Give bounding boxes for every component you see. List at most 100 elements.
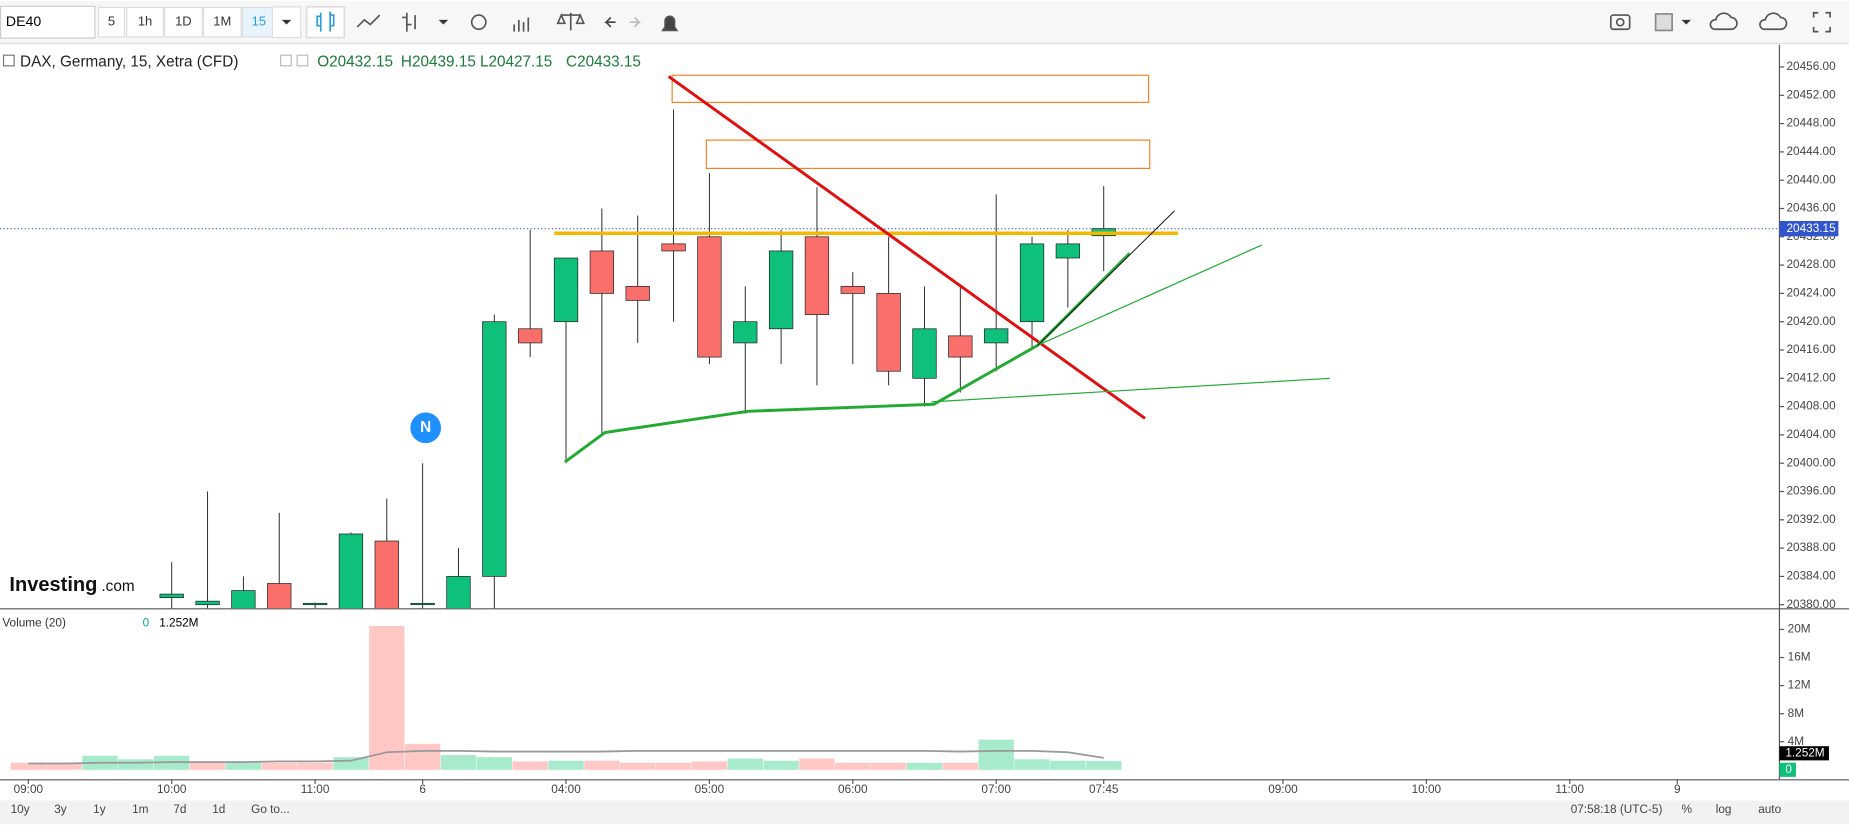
volume-pane bbox=[10, 625, 1122, 770]
zone-box[interactable] bbox=[671, 74, 1150, 103]
y-tick-label: 20444.00 bbox=[1787, 145, 1837, 158]
x-tick-label: 10:00 bbox=[157, 783, 187, 796]
scale-option[interactable]: log bbox=[1716, 803, 1732, 816]
volume-tick-label: 4M bbox=[1788, 735, 1804, 748]
volume-ma-line bbox=[28, 749, 1104, 765]
scale-option[interactable]: % bbox=[1682, 803, 1693, 816]
x-tick-label: 07:00 bbox=[981, 783, 1011, 796]
chart-title: DAX, Germany, 15, Xetra (CFD) bbox=[20, 53, 238, 70]
trend-line[interactable] bbox=[1037, 210, 1175, 346]
y-tick-label: 20380.00 bbox=[1787, 598, 1837, 611]
scale-option[interactable]: auto bbox=[1758, 803, 1781, 816]
volume-bar bbox=[655, 762, 692, 770]
y-tick-label: 20448.00 bbox=[1787, 117, 1837, 130]
candle-body bbox=[482, 321, 507, 577]
x-tick-label: 9 bbox=[1674, 783, 1681, 796]
y-tick-label: 20384.00 bbox=[1787, 570, 1837, 583]
y-tick-label: 20412.00 bbox=[1787, 371, 1837, 384]
volume-tick-label: 16M bbox=[1788, 651, 1811, 664]
x-tick-label: 11:00 bbox=[1555, 783, 1584, 796]
volume-bar bbox=[942, 762, 979, 770]
ma-tag-label: 0 bbox=[1785, 763, 1792, 776]
trend-line[interactable] bbox=[1037, 244, 1262, 346]
volume-bar bbox=[799, 758, 835, 770]
collapse-icon[interactable] bbox=[2, 54, 15, 67]
zone-box[interactable] bbox=[705, 139, 1151, 169]
candle-body bbox=[876, 293, 901, 372]
volume-bar bbox=[835, 762, 871, 770]
candle-body bbox=[589, 250, 615, 294]
y-tick-label: 20436.00 bbox=[1787, 202, 1837, 215]
x-tick-label: 6 bbox=[419, 783, 426, 796]
volume-bar bbox=[584, 760, 620, 770]
candle-body bbox=[768, 250, 794, 330]
support-line[interactable] bbox=[563, 252, 1131, 464]
ohlc-value: H20439.15 bbox=[401, 53, 476, 70]
candle-type-button[interactable] bbox=[305, 6, 346, 39]
symbol-input[interactable] bbox=[0, 5, 96, 39]
candle-body bbox=[553, 257, 579, 323]
y-tick-label: 20408.00 bbox=[1787, 400, 1837, 413]
interval-button[interactable] bbox=[241, 6, 276, 38]
volume-bar bbox=[297, 762, 333, 770]
candle-body bbox=[231, 590, 256, 609]
volume-legend: 0 bbox=[143, 617, 150, 630]
volume-tick-label: 12M bbox=[1788, 679, 1811, 692]
interval-label: 1D bbox=[175, 14, 192, 29]
y-tick-label: 20428.00 bbox=[1787, 258, 1837, 271]
news-marker-label: N bbox=[420, 419, 431, 436]
candle-body bbox=[374, 540, 399, 609]
trend-line[interactable] bbox=[931, 377, 1331, 403]
candle-body bbox=[697, 236, 722, 358]
volume-bar bbox=[261, 762, 297, 770]
volume-bar bbox=[727, 758, 763, 770]
volume-bar bbox=[10, 762, 47, 770]
y-tick-label: 20388.00 bbox=[1787, 541, 1837, 554]
range-button[interactable]: 7d bbox=[173, 803, 186, 816]
candle-body bbox=[984, 328, 1009, 344]
price-pane bbox=[0, 109, 1780, 609]
axes: 20380.00 20384.00 20388.00 20392.00 20396.00… bbox=[14, 60, 1839, 796]
volume-bar bbox=[369, 625, 405, 770]
range-button[interactable]: 1y bbox=[93, 803, 106, 816]
y-tick-label: 20456.00 bbox=[1787, 60, 1837, 73]
legend-icon bbox=[280, 54, 292, 67]
x-tick-label: 07:45 bbox=[1089, 783, 1119, 796]
drawings bbox=[410, 74, 1331, 464]
interval-button[interactable] bbox=[202, 6, 242, 38]
range-button[interactable]: 10y bbox=[11, 803, 30, 816]
ohlc-value: O20432.15 bbox=[317, 53, 393, 70]
interval-button[interactable] bbox=[126, 6, 164, 38]
volume-tick-label: 20M bbox=[1788, 623, 1811, 636]
clock: 07:58:18 (UTC-5) bbox=[1571, 803, 1663, 816]
candle-body bbox=[338, 533, 364, 609]
interval-button[interactable] bbox=[97, 6, 125, 38]
volume-bar bbox=[870, 762, 907, 770]
volume-legend: 1.252M bbox=[159, 617, 198, 630]
interval-label: 5 bbox=[108, 14, 115, 29]
candle-body bbox=[625, 285, 650, 301]
range-button[interactable]: 1d bbox=[212, 803, 225, 816]
candle-body bbox=[661, 243, 686, 252]
range-button[interactable]: 3y bbox=[54, 803, 67, 816]
trend-line[interactable] bbox=[667, 75, 1146, 420]
volume-tick-label: 8M bbox=[1788, 707, 1804, 720]
y-tick-label: 20440.00 bbox=[1787, 173, 1837, 186]
range-buttons: 10y 3y 1y 1m 7d 1d Go to... bbox=[11, 803, 290, 816]
range-button[interactable]: Go to... bbox=[251, 803, 290, 816]
volume-bar bbox=[225, 762, 262, 770]
candle-body bbox=[804, 236, 830, 315]
x-tick-label: 10:00 bbox=[1412, 783, 1442, 796]
y-tick-label: 20404.00 bbox=[1787, 428, 1837, 441]
interval-button[interactable] bbox=[163, 6, 203, 38]
volume-tag-label: 1.252M bbox=[1785, 746, 1824, 759]
volume-bar bbox=[440, 755, 477, 770]
candle-body bbox=[733, 321, 758, 344]
last-price-tag bbox=[1779, 220, 1839, 237]
y-tick-label: 20416.00 bbox=[1787, 343, 1837, 356]
candle-body bbox=[446, 576, 471, 609]
news-marker[interactable] bbox=[410, 412, 442, 444]
y-tick-label: 20424.00 bbox=[1787, 287, 1837, 300]
range-button[interactable]: 1m bbox=[132, 803, 149, 816]
